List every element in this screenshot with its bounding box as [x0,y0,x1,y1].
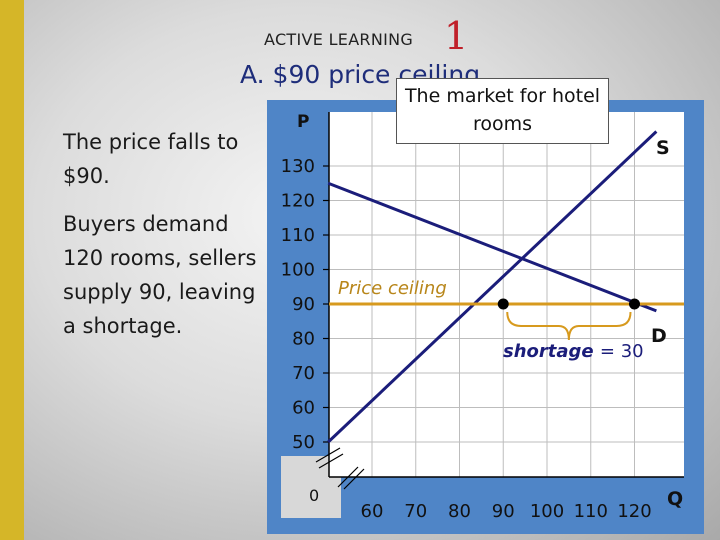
y-tick-label-60: 60 [292,398,315,419]
marker-point-1 [497,298,509,310]
marker-point-2 [629,298,640,310]
x-tick-label-70: 70 [404,501,427,522]
active-learning-number: 1 [444,14,469,58]
y-tick-label-80: 80 [292,329,315,350]
price-ceiling-label: Price ceiling [338,278,447,299]
origin-label: 0 [309,486,319,505]
y-tick-label-100: 100 [281,260,315,281]
y-tick-label-120: 120 [281,191,315,212]
x-tick-label-100: 100 [530,501,564,522]
x-axis-label: Q [667,488,683,510]
y-tick-label-70: 70 [292,363,315,384]
gold-side-bar [0,0,24,540]
shortage-brace [506,311,632,341]
y-tick-label-90: 90 [292,294,315,315]
y-tick-label-130: 130 [281,156,315,177]
series-label-s: S [656,137,670,159]
series-label-d: D [651,325,667,347]
x-tick-label-90: 90 [492,501,515,522]
side-text-buyers-demand: Buyers demand 120 rooms, sellers supply … [63,212,257,338]
axis-break-marks [315,447,365,490]
x-tick-label-80: 80 [448,501,471,522]
x-tick-label-120: 120 [617,501,651,522]
y-tick-label-50: 50 [292,432,315,453]
x-tick-label-110: 110 [574,501,608,522]
side-text-price-falls: The price falls to $90. [63,130,239,188]
y-axis-label: P [297,112,309,132]
x-tick-label-60: 60 [361,501,384,522]
series-line-d [327,181,657,313]
active-learning-label: ACTIVE LEARNING [264,30,414,49]
chart-title: The market for hotel rooms [396,78,609,144]
y-tick-label-110: 110 [281,225,315,246]
series-line-s [327,130,658,444]
shortage-label: shortage = 30 [503,341,644,362]
plot-area [329,112,684,477]
